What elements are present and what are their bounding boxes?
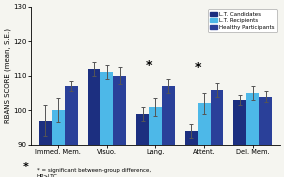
Bar — [246, 93, 259, 177]
Bar — [39, 121, 52, 177]
Bar — [162, 86, 175, 177]
Bar — [210, 90, 224, 177]
Bar — [198, 104, 210, 177]
Bar — [185, 131, 198, 177]
Bar — [233, 100, 246, 177]
Bar — [149, 107, 162, 177]
Text: HP>LTC.: HP>LTC. — [37, 174, 60, 177]
Text: *: * — [146, 59, 152, 72]
Bar — [136, 114, 149, 177]
Bar — [101, 72, 113, 177]
Bar — [87, 69, 101, 177]
Bar — [259, 97, 272, 177]
Text: * = significant between-group difference,: * = significant between-group difference… — [37, 169, 151, 173]
Bar — [113, 76, 126, 177]
Bar — [52, 110, 65, 177]
Text: *: * — [194, 61, 201, 74]
Legend: L.T. Candidates, L.T. Recipients, Healthy Participants: L.T. Candidates, L.T. Recipients, Health… — [208, 9, 277, 32]
Bar — [65, 86, 78, 177]
Text: *: * — [23, 162, 29, 172]
Y-axis label: RBANS SCORE (mean, S.E.): RBANS SCORE (mean, S.E.) — [4, 28, 11, 123]
